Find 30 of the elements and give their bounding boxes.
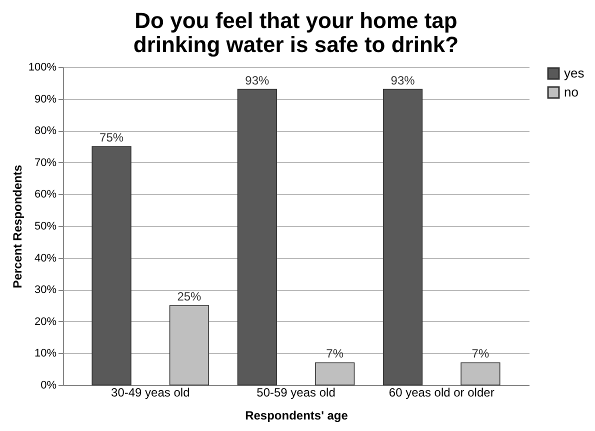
x-tick-label: 30-49 yeas old (111, 386, 190, 400)
bar (382, 88, 423, 386)
x-tick-label: 60 yeas old or older (388, 386, 494, 400)
y-tick-label: 10% (34, 348, 57, 360)
data-label: 93% (390, 73, 416, 88)
data-label: 7% (326, 346, 344, 361)
y-tick-label: 100% (28, 62, 57, 74)
y-axis-title: Percent Respondents (10, 164, 24, 288)
data-label: 75% (100, 130, 124, 144)
x-axis-title: Respondents' age (245, 408, 348, 422)
y-tick-label: 70% (34, 156, 57, 169)
data-label: 7% (472, 346, 490, 361)
data-label: 93% (245, 73, 270, 88)
y-tick-label: 90% (34, 93, 57, 106)
bar (237, 88, 277, 386)
y-tick-label: 40% (34, 252, 57, 264)
y-tick-label: 60% (34, 188, 57, 201)
bar (315, 362, 355, 386)
bar (92, 146, 132, 386)
y-tick-label: 80% (34, 125, 57, 138)
x-tick-label: 50-59 yeas old (256, 386, 336, 400)
y-tick-label: 0% (40, 380, 57, 392)
legend-label: no (564, 84, 578, 100)
y-tick-label: 20% (34, 316, 57, 328)
y-tick-label: 50% (34, 220, 57, 232)
y-tick-label: 30% (34, 284, 57, 296)
chart-title: Do you feel that your home tap drinking water is safe to drink? (133, 8, 459, 57)
data-label: 25% (177, 290, 202, 304)
legend-label: yes (564, 66, 585, 80)
bar (460, 362, 500, 386)
